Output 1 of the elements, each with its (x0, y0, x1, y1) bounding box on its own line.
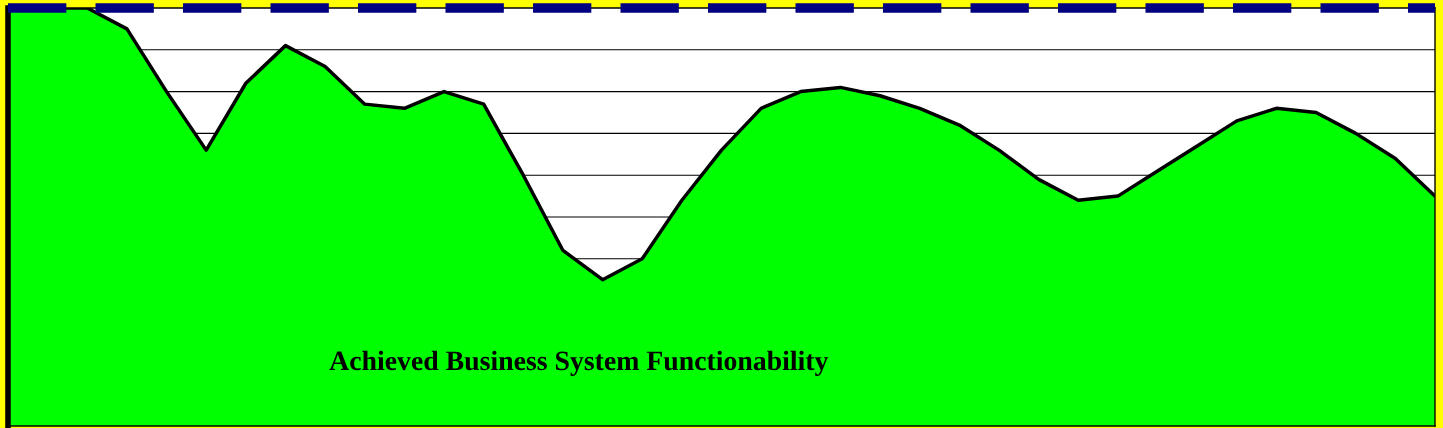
annotation: Achieved Business System Functionability (329, 350, 829, 376)
